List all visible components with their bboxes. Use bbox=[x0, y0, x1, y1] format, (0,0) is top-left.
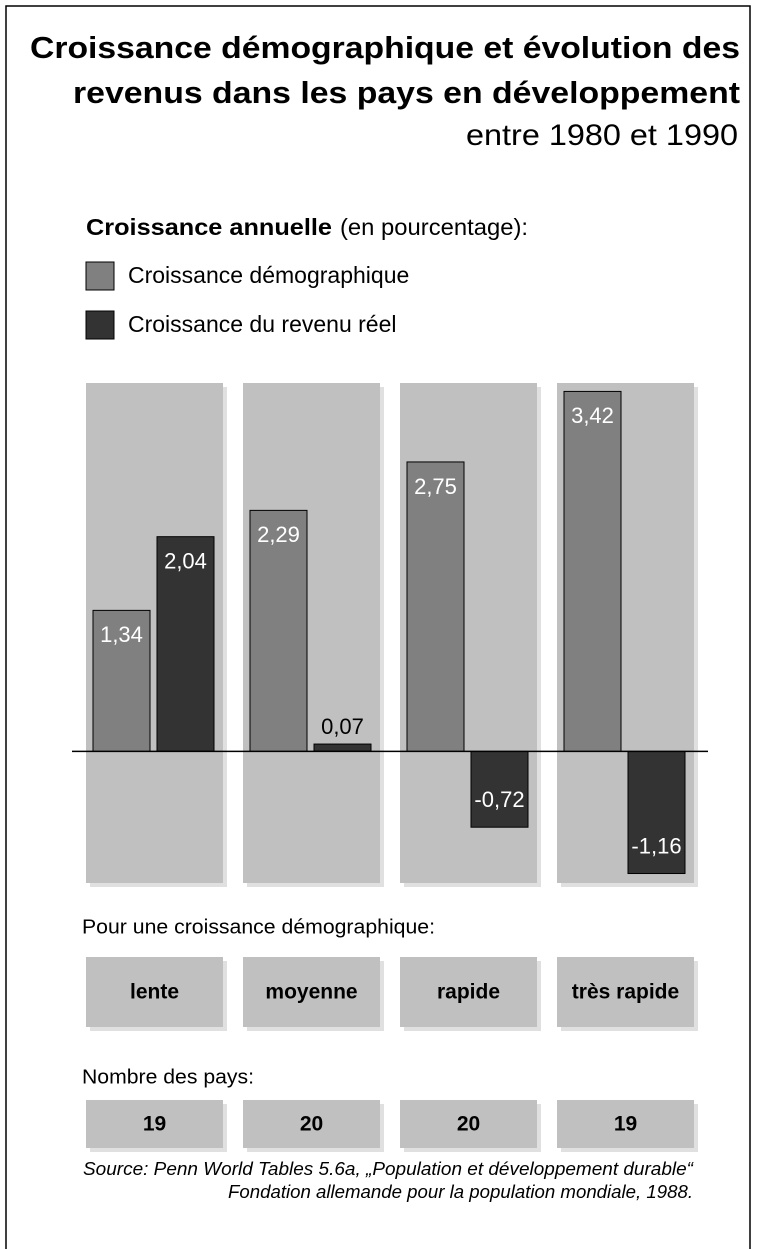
bar bbox=[563, 390, 622, 752]
count-label: 19 bbox=[614, 1113, 637, 1136]
legend-swatch bbox=[85, 261, 115, 291]
count-box bbox=[243, 1100, 380, 1148]
count-label: 20 bbox=[457, 1113, 480, 1136]
frame bbox=[5, 5, 751, 1249]
value-label: -1,16 bbox=[631, 833, 681, 858]
source: Fondation allemande pour la population m… bbox=[228, 1182, 693, 1202]
bar bbox=[406, 461, 465, 752]
chart-title: revenus dans les pays en développement bbox=[73, 75, 740, 110]
legend-label: Croissance du revenu réel bbox=[128, 311, 396, 337]
value-label: -0,72 bbox=[474, 787, 524, 812]
count-label: 19 bbox=[143, 1113, 166, 1136]
count-box bbox=[86, 1100, 223, 1148]
legend-title: Croissance annuelle bbox=[86, 214, 332, 240]
value-label: 2,75 bbox=[414, 474, 457, 499]
value-label: 3,42 bbox=[571, 403, 614, 428]
count-box bbox=[400, 1100, 537, 1148]
value-label: 1,34 bbox=[100, 622, 143, 647]
category-box bbox=[400, 957, 537, 1027]
legend-label: Croissance démographique bbox=[128, 262, 409, 288]
category-box bbox=[243, 957, 380, 1027]
bar bbox=[470, 750, 529, 828]
bar bbox=[627, 750, 686, 875]
value-label: 2,04 bbox=[164, 548, 207, 573]
legend-unit: (en pourcentage): bbox=[340, 214, 528, 240]
source: Source: Penn World Tables 5.6a, „Populat… bbox=[83, 1159, 694, 1179]
bar bbox=[249, 509, 308, 752]
counts-heading: Nombre des pays: bbox=[82, 1066, 254, 1088]
value-label: 0,07 bbox=[321, 714, 364, 739]
chart-title: Croissance démographique et évolution de… bbox=[30, 30, 740, 65]
legend-swatch bbox=[85, 310, 115, 340]
count-box bbox=[557, 1100, 694, 1148]
category-label: moyenne bbox=[265, 981, 357, 1004]
category-label: très rapide bbox=[572, 981, 679, 1004]
chart-subtitle: entre 1980 et 1990 bbox=[466, 119, 738, 152]
category-label: rapide bbox=[437, 981, 500, 1004]
value-label: 2,29 bbox=[257, 522, 300, 547]
bar bbox=[313, 743, 372, 752]
category-box bbox=[86, 957, 223, 1027]
categories-heading: Pour une croissance démographique: bbox=[82, 916, 435, 938]
bar bbox=[92, 609, 151, 752]
category-box bbox=[557, 957, 694, 1027]
category-label: lente bbox=[130, 981, 179, 1004]
count-label: 20 bbox=[300, 1113, 323, 1136]
